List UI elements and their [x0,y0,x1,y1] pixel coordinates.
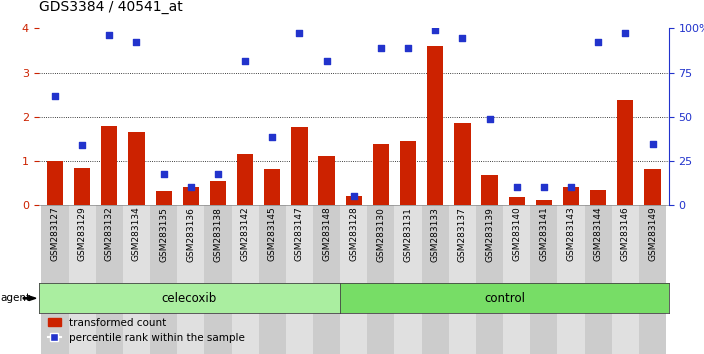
Bar [617,100,634,205]
Point [267,134,278,139]
Bar [340,205,367,354]
Point [49,93,61,98]
Bar [47,161,63,205]
Bar [42,205,68,354]
Bar [101,126,118,205]
Bar [558,205,584,354]
Bar [400,141,416,205]
Bar [210,181,226,205]
Point [294,30,305,36]
Point [185,184,196,190]
Point [484,116,495,122]
Bar [508,198,525,205]
Bar [373,144,389,205]
Bar [286,205,313,354]
Bar [612,205,639,354]
Bar [123,205,150,354]
Point [239,58,251,63]
Bar [476,205,503,354]
Bar [128,132,144,205]
Bar [454,124,470,205]
Bar [258,205,286,354]
Bar [96,205,123,354]
Bar [232,205,258,354]
Legend: transformed count, percentile rank within the sample: transformed count, percentile rank withi… [44,314,249,347]
Point [620,30,631,36]
Bar [204,205,232,354]
Point [403,45,414,51]
Point [647,142,658,147]
Point [77,142,88,148]
Bar [182,187,199,205]
Point [565,184,577,190]
Point [103,32,115,38]
Point [593,40,604,45]
Bar [584,205,612,354]
Text: celecoxib: celecoxib [162,292,217,305]
Bar [264,169,280,205]
Bar [503,205,530,354]
Point [457,35,468,41]
Bar [237,154,253,205]
Text: agent: agent [1,293,31,303]
Bar [482,175,498,205]
Bar [639,205,666,354]
Bar [563,187,579,205]
Bar [74,168,90,205]
Bar [150,205,177,354]
Bar [68,205,96,354]
Bar [644,169,660,205]
Bar [530,205,558,354]
Bar [590,190,606,205]
Point [511,184,522,190]
Point [429,27,441,33]
Bar [313,205,340,354]
Text: GDS3384 / 40541_at: GDS3384 / 40541_at [39,0,182,14]
Bar [318,156,334,205]
Bar [367,205,394,354]
Point [158,172,169,177]
Bar [177,205,204,354]
Bar [449,205,476,354]
Point [131,40,142,45]
Bar [394,205,422,354]
Text: control: control [484,292,525,305]
Bar [291,127,308,205]
Bar [422,205,449,354]
Point [321,58,332,64]
Point [539,184,550,190]
Bar [156,191,172,205]
Bar [427,46,444,205]
Point [348,193,360,198]
Bar [346,195,362,205]
Point [213,172,224,177]
Bar [536,200,552,205]
Point [375,45,386,51]
